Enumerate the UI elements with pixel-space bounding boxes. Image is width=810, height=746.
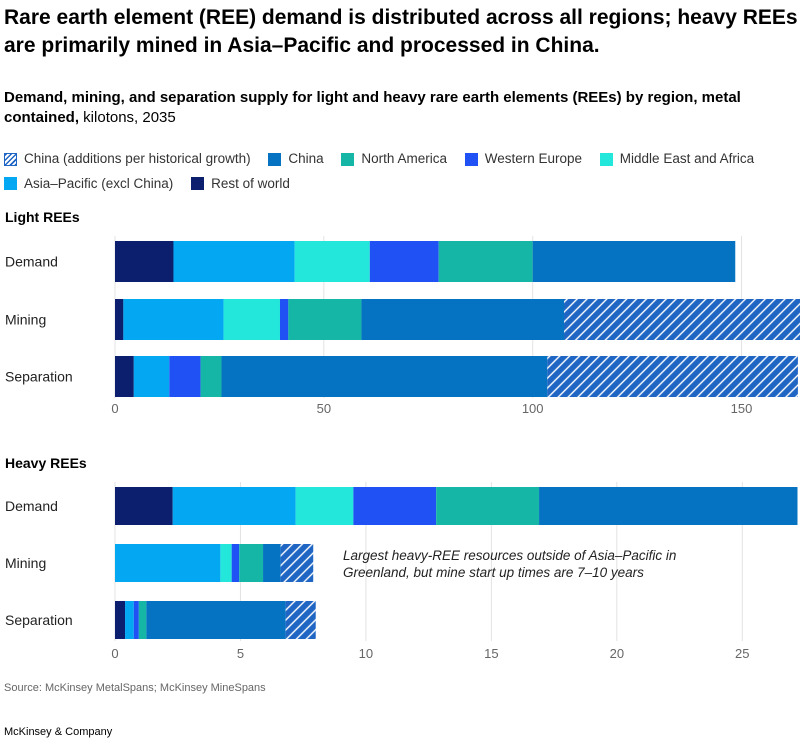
bar-segment-asia-pacific-excl-china: [123, 299, 224, 340]
legend-swatch: [341, 152, 355, 166]
x-tick-label: 25: [735, 646, 749, 661]
legend-swatch: [464, 152, 478, 166]
category-label: Mining: [5, 312, 46, 328]
legend: China (additions per historical growth) …: [4, 148, 804, 197]
subtitle-description: Demand, mining, and separation supply fo…: [4, 89, 741, 126]
bar-segment-middle-east-and-africa: [220, 544, 232, 582]
source-note: Source: McKinsey MetalSpans; McKinsey Mi…: [4, 682, 266, 694]
category-label: Demand: [5, 254, 58, 270]
x-tick-label: 0: [111, 646, 118, 661]
bar-segment-north-america: [239, 544, 264, 582]
legend-item-china: China: [268, 148, 324, 170]
bar-segment-china: [263, 544, 281, 582]
bar-segment-rest-of-world: [115, 487, 173, 525]
bar-segment-middle-east-and-africa: [295, 487, 354, 525]
bar-segment-rest-of-world: [115, 241, 174, 282]
x-tick-label: 10: [359, 646, 373, 661]
bar-segment-western-europe: [353, 487, 437, 525]
x-tick-label: 100: [522, 401, 544, 416]
legend-label: Asia–Pacific (excl China): [24, 175, 174, 191]
bar-segment-north-america: [436, 487, 540, 525]
bar-segment-asia-pacific-excl-china: [173, 241, 295, 282]
brand-footer: McKinsey & Company: [4, 726, 113, 738]
panel-title: Heavy REEs: [5, 455, 87, 471]
category-label: Demand: [5, 498, 58, 514]
legend-item-western-europe: Western Europe: [464, 148, 583, 170]
legend-item-china-additions: China (additions per historical growth): [4, 148, 251, 170]
bar-segment-china-additions-per-historical-growth: [280, 544, 314, 582]
bar-segment-asia-pacific-excl-china: [172, 487, 296, 525]
legend-label: Middle East and Africa: [619, 151, 755, 166]
annotation-text: Largest heavy-REE resources outside of A…: [343, 548, 676, 580]
legend-label: China (additions per historical growth): [24, 151, 251, 166]
bar-segment-rest-of-world: [115, 356, 134, 397]
bar-segment-china-additions-per-historical-growth: [564, 299, 800, 340]
legend-label: North America: [361, 151, 447, 166]
bar-segment-western-europe: [279, 299, 289, 340]
bar-segment-china: [539, 487, 798, 525]
subtitle-unit: kilotons, 2035: [79, 109, 176, 126]
bar-segment-middle-east-and-africa: [223, 299, 280, 340]
legend-label: Rest of world: [211, 175, 290, 191]
bar-segment-asia-pacific-excl-china: [125, 601, 134, 639]
bar-segment-north-america: [200, 356, 222, 397]
page-title: Rare earth element (REE) demand is distr…: [4, 6, 798, 57]
bar-segment-china: [146, 601, 286, 639]
chart-subtitle: Demand, mining, and separation supply fo…: [4, 88, 804, 128]
category-label: Mining: [5, 555, 46, 571]
bar-segment-rest-of-world: [115, 299, 124, 340]
bar-segment-china: [221, 356, 548, 397]
bar-segment-china: [532, 241, 736, 282]
panel-title: Light REEs: [5, 209, 80, 225]
category-label: Separation: [5, 612, 73, 628]
bar-segment-north-america: [438, 241, 533, 282]
x-tick-label: 150: [731, 401, 753, 416]
legend-swatch: [191, 177, 205, 190]
bar-segment-rest-of-world: [115, 601, 126, 639]
x-tick-label: 15: [484, 646, 498, 661]
legend-item-middle-east-africa: Middle East and Africa: [599, 148, 755, 170]
x-tick-label: 5: [237, 646, 244, 661]
category-label: Separation: [5, 369, 73, 385]
bar-segment-western-europe: [369, 241, 439, 282]
x-tick-label: 0: [111, 401, 118, 416]
bar-segment-asia-pacific-excl-china: [133, 356, 170, 397]
bar-segment-north-america: [138, 601, 147, 639]
bar-segment-china: [361, 299, 565, 340]
legend-swatch: [268, 152, 282, 166]
legend-swatch: [599, 152, 613, 166]
legend-item-rest-of-world: Rest of world: [191, 173, 290, 195]
x-tick-label: 50: [317, 401, 331, 416]
bar-segment-asia-pacific-excl-china: [115, 544, 221, 582]
bar-segment-western-europe: [169, 356, 201, 397]
legend-swatch: [4, 152, 17, 166]
legend-label: Western Europe: [484, 151, 583, 166]
legend-swatch: [4, 177, 17, 190]
bar-segment-china-additions-per-historical-growth: [547, 356, 798, 397]
bar-segment-china-additions-per-historical-growth: [285, 601, 316, 639]
bar-segment-north-america: [288, 299, 362, 340]
x-tick-label: 20: [610, 646, 624, 661]
bar-segment-western-europe: [133, 601, 139, 639]
legend-item-north-america: North America: [341, 148, 447, 170]
bar-segment-middle-east-and-africa: [294, 241, 370, 282]
legend-label: China: [288, 151, 324, 166]
bar-segment-western-europe: [231, 544, 240, 582]
legend-item-asia-pacific: Asia–Pacific (excl China): [4, 173, 173, 195]
